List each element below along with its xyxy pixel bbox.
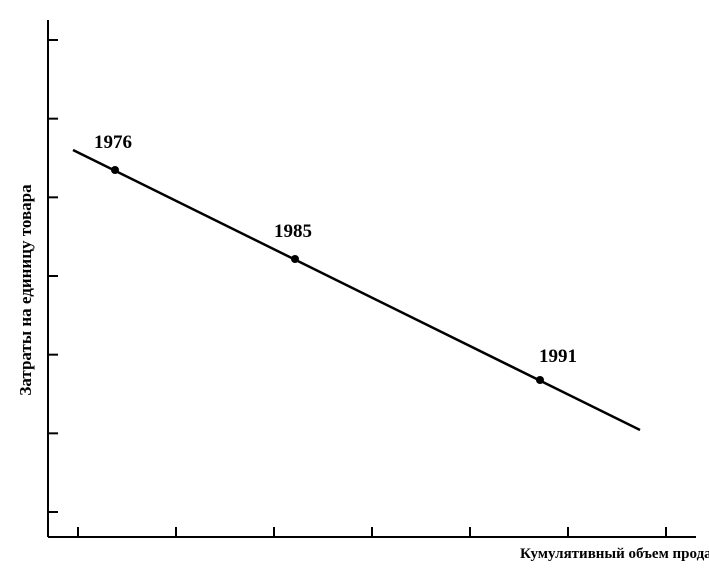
experience-curve-chart: 1976 1985 1991 [0,0,709,570]
data-point-label: 1985 [274,221,312,242]
chart-container: 1976 1985 1991 Затраты на единицу товара К… [0,0,709,570]
x-axis-label: Кумулятивный объем продаж [520,546,709,563]
data-point-label: 1976 [94,132,132,153]
trend-line [73,150,640,430]
data-point-label: 1991 [539,346,577,367]
y-axis-label: Затраты на единицу товара [16,184,36,395]
data-point [111,166,119,174]
data-point [536,376,544,384]
data-point [291,255,299,263]
